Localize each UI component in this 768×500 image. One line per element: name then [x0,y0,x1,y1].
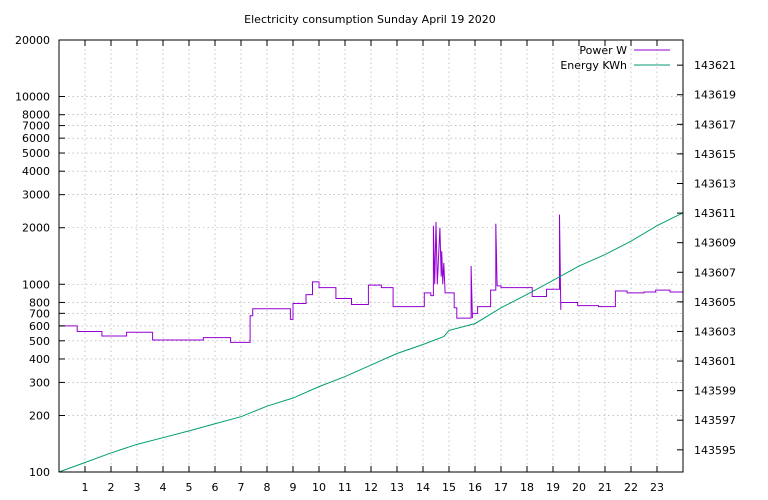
y-tick-label: 700 [29,307,50,320]
x-tick-label: 8 [264,481,271,494]
y2-tick-label: 143609 [694,237,736,250]
y2-tick-label: 143595 [694,444,736,457]
x-tick-label: 4 [160,481,167,494]
legend-label: Energy KWh [560,59,627,72]
x-tick-label: 5 [186,481,193,494]
y2-tick-label: 143611 [694,207,736,220]
series-layer [58,212,684,473]
y-tick-label: 8000 [22,109,50,122]
y-tick-label: 6000 [22,132,50,145]
y2-tick-label: 143599 [694,385,736,398]
y2-tick-label: 143615 [694,148,736,161]
y-tick-label: 4000 [22,165,50,178]
series-line-energy-kwh [58,212,684,473]
axes: 1 2 3 4 5 6 7 8 9 10 11 12 13 14 15 16 17 18 19 20 21 22 23100… [15,34,736,494]
y2-tick-label: 143603 [694,325,736,338]
y-tick-label: 300 [29,376,50,389]
grid [59,39,683,473]
x-tick-label: 12 [364,481,378,494]
y-tick-label: 7000 [22,120,50,133]
x-tick-label: 15 [442,481,456,494]
y-tick-label: 2000 [22,222,50,235]
legend-label: Power W [579,44,627,57]
x-tick-label: 17 [494,481,508,494]
y2-tick-label: 143613 [694,178,736,191]
x-tick-label: 10 [312,481,326,494]
x-tick-label: 6 [212,481,219,494]
x-tick-label: 1 [82,481,89,494]
series-line-power-w [59,214,684,343]
y2-tick-label: 143621 [694,59,736,72]
x-tick-label: 16 [468,481,482,494]
y-tick-label: 600 [29,320,50,333]
y-tick-label: 10000 [15,91,50,104]
x-tick-label: 14 [416,481,430,494]
y2-tick-label: 143619 [694,89,736,102]
y2-tick-label: 143607 [694,266,736,279]
x-tick-label: 19 [546,481,560,494]
x-tick-label: 22 [624,481,638,494]
y-tick-label: 1000 [22,278,50,291]
y-tick-label: 800 [29,296,50,309]
x-tick-label: 13 [390,481,404,494]
chart-title: Electricity consumption Sunday April 19 … [244,13,496,26]
y-tick-label: 500 [29,335,50,348]
y-tick-label: 20000 [15,34,50,47]
x-tick-label: 2 [108,481,115,494]
y2-tick-label: 143617 [694,118,736,131]
x-tick-label: 7 [238,481,245,494]
x-tick-label: 11 [338,481,352,494]
x-tick-label: 23 [650,481,664,494]
x-tick-label: 18 [520,481,534,494]
x-tick-label: 9 [290,481,297,494]
y2-tick-label: 143597 [694,414,736,427]
x-tick-label: 3 [134,481,141,494]
x-tick-label: 21 [598,481,612,494]
legend: Power W Energy KWh [560,44,670,72]
y-tick-label: 200 [29,409,50,422]
x-tick-label: 20 [572,481,586,494]
y-tick-label: 100 [29,466,50,479]
y2-tick-label: 143601 [694,355,736,368]
y-tick-label: 3000 [22,189,50,202]
y-tick-label: 5000 [22,147,50,160]
y2-tick-label: 143605 [694,296,736,309]
y-tick-label: 400 [29,353,50,366]
